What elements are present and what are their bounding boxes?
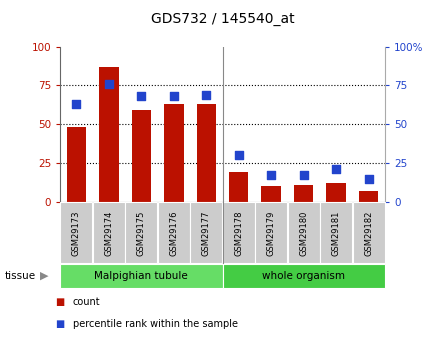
Point	[333, 167, 340, 172]
Point	[365, 176, 372, 181]
Point	[300, 172, 307, 178]
Text: percentile rank within the sample: percentile rank within the sample	[73, 319, 238, 329]
Text: count: count	[73, 297, 100, 307]
Bar	[93, 203, 125, 263]
Text: GSM29176: GSM29176	[169, 210, 178, 256]
Text: ■: ■	[56, 319, 65, 329]
Bar	[67, 127, 86, 202]
Bar	[60, 264, 222, 288]
Bar	[288, 203, 320, 263]
Bar	[359, 191, 378, 202]
Text: GSM29174: GSM29174	[104, 210, 113, 256]
Text: GSM29180: GSM29180	[299, 210, 308, 256]
Bar	[132, 110, 151, 202]
Bar	[229, 172, 248, 202]
Bar	[158, 203, 190, 263]
Text: whole organism: whole organism	[262, 271, 345, 281]
Text: GSM29175: GSM29175	[137, 210, 146, 256]
Bar	[255, 203, 287, 263]
Bar	[223, 203, 255, 263]
Bar	[61, 203, 92, 263]
Bar	[99, 67, 118, 202]
Point	[235, 152, 243, 158]
Text: tissue: tissue	[4, 271, 36, 281]
Point	[138, 93, 145, 99]
Bar	[197, 104, 216, 202]
Text: Malpighian tubule: Malpighian tubule	[94, 271, 188, 281]
Text: ■: ■	[56, 297, 65, 307]
Text: GSM29179: GSM29179	[267, 210, 276, 256]
Point	[203, 92, 210, 97]
Text: GSM29182: GSM29182	[364, 210, 373, 256]
Bar	[320, 203, 352, 263]
Point	[268, 172, 275, 178]
Point	[170, 93, 178, 99]
Bar	[294, 185, 313, 202]
Text: GSM29178: GSM29178	[234, 210, 243, 256]
Text: GSM29177: GSM29177	[202, 210, 211, 256]
Text: GDS732 / 145540_at: GDS732 / 145540_at	[151, 12, 294, 26]
Text: GSM29173: GSM29173	[72, 210, 81, 256]
Point	[105, 81, 113, 87]
Bar	[327, 183, 346, 202]
Point	[73, 101, 80, 107]
Text: ▶: ▶	[40, 271, 49, 281]
Bar	[164, 104, 183, 202]
Bar	[262, 186, 281, 202]
Bar	[125, 203, 157, 263]
Text: GSM29181: GSM29181	[332, 210, 341, 256]
Bar	[190, 203, 222, 263]
Bar	[222, 264, 385, 288]
Bar	[353, 203, 384, 263]
